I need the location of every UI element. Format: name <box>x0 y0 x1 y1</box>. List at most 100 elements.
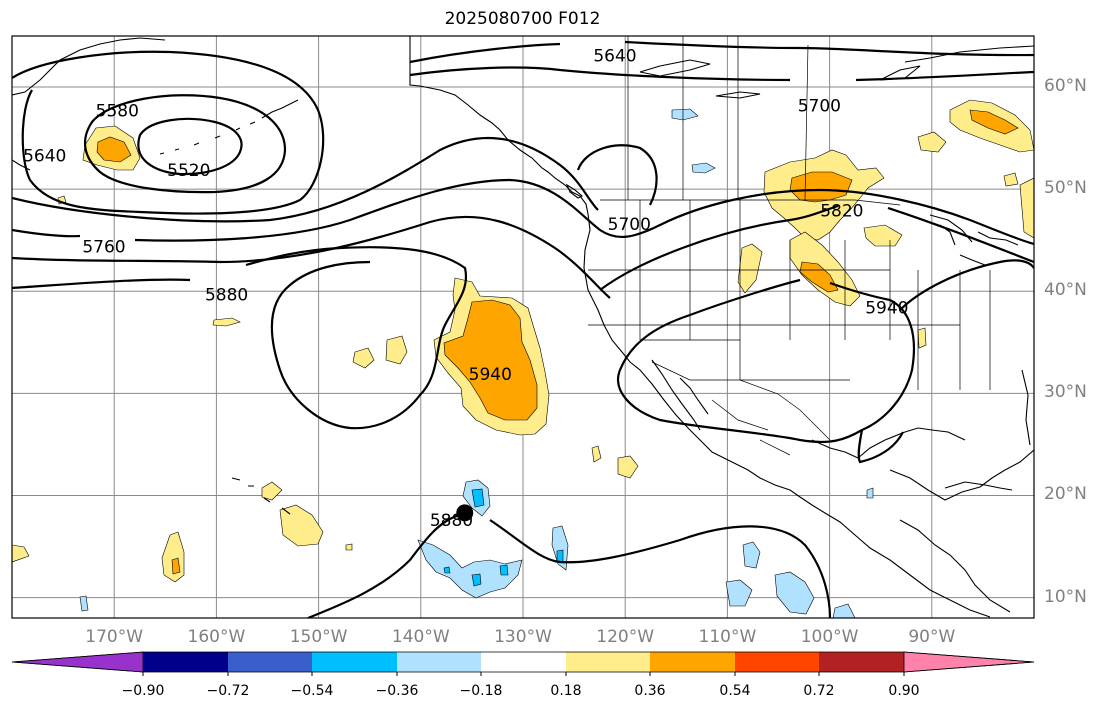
longitude-label: 160°W <box>187 627 246 647</box>
negative-anomaly-light <box>832 603 856 618</box>
coastline-vancouver <box>565 183 583 199</box>
longitude-label: 110°W <box>698 627 757 647</box>
longitude-label: 90°W <box>908 627 956 647</box>
negative-anomaly-blue <box>471 573 482 587</box>
contour-5640-north <box>409 40 1034 64</box>
colorbar-tick-label: 0.72 <box>803 683 835 699</box>
positive-anomaly-orange <box>96 136 132 163</box>
coastline-east <box>979 369 1034 488</box>
coastline-baja <box>651 359 709 431</box>
negative-anomaly-light <box>691 162 716 174</box>
coastline-cuba <box>944 481 1013 491</box>
coastline-hudson <box>904 45 1034 63</box>
positive-anomaly-light <box>917 131 947 153</box>
colorbar-segment <box>650 652 735 672</box>
positive-anomaly-light <box>617 455 639 479</box>
positive-anomaly-light <box>1019 177 1034 239</box>
negative-anomaly-blue <box>471 488 485 508</box>
coastline-aleutians <box>159 99 299 155</box>
contour-5520 <box>137 117 243 176</box>
positive-anomaly-light <box>385 335 408 365</box>
longitude-label: 130°W <box>494 627 552 647</box>
mexico-states <box>711 399 791 456</box>
longitude-label: 140°W <box>391 627 450 647</box>
gridlines <box>12 36 1034 618</box>
contour-5760 <box>12 178 1034 246</box>
positive-anomaly-light <box>591 445 602 463</box>
great-lakes <box>929 214 1019 266</box>
positive-anomaly-light <box>352 347 375 369</box>
contour-label: 5820 <box>820 202 863 222</box>
colorbar-segment <box>481 652 566 672</box>
map-title: 2025080700 F012 <box>444 9 601 29</box>
positive-anomaly-light <box>1003 172 1019 187</box>
contour-label: 5940 <box>469 365 512 385</box>
colorbar-tick-label: −0.90 <box>121 683 165 699</box>
negative-anomaly-blue <box>499 564 509 576</box>
longitude-label: 120°W <box>596 627 655 647</box>
negative-anomaly-light <box>79 595 89 612</box>
coastlines-and-borders <box>12 36 1034 618</box>
contour-label: 5760 <box>82 237 125 257</box>
colorbar-extend-low <box>11 651 144 673</box>
coastline-gulf <box>811 427 981 501</box>
negative-anomaly-light <box>774 571 815 615</box>
contour-label: 5940 <box>865 299 908 319</box>
negative-anomaly-light <box>551 525 569 571</box>
anomaly-shading <box>12 99 1034 618</box>
colorbar-tick-label: 0.90 <box>888 683 920 699</box>
us-states <box>588 200 991 390</box>
colorbar-tick-label: −0.18 <box>459 683 503 699</box>
black-dot-marker <box>456 504 474 522</box>
positive-anomaly-light <box>863 224 903 247</box>
colorbar-extend-high <box>903 651 1035 673</box>
coastline-us-west <box>583 213 991 618</box>
contour-label: 5580 <box>96 102 139 122</box>
positive-anomaly-light <box>261 481 283 501</box>
positive-anomaly-light <box>161 531 185 583</box>
contour-5940-east <box>617 278 916 444</box>
latitude-label: 30°N <box>1044 382 1087 403</box>
latitude-label: 50°N <box>1044 178 1087 199</box>
canada-provinces <box>682 36 809 201</box>
colorbar-tick-label: −0.36 <box>375 683 419 699</box>
coastline-hawaii <box>231 477 291 515</box>
map-frame <box>11 35 1035 619</box>
latitude-label: 60°N <box>1044 76 1087 97</box>
positive-anomaly-orange <box>171 557 181 575</box>
contour-5580 <box>83 94 287 194</box>
colorbar-segment <box>566 652 650 672</box>
colorbar-segment <box>143 652 228 672</box>
positive-anomaly-light <box>345 543 353 551</box>
political-borders <box>588 36 991 456</box>
contour-5940-coast <box>899 259 1034 311</box>
coastline-alaska <box>409 36 589 215</box>
latitude-label: 10°N <box>1044 586 1087 607</box>
colorbar-segment <box>735 652 819 672</box>
contour-5820 <box>12 204 1034 299</box>
contour-5880 <box>12 246 468 430</box>
negative-anomaly-light <box>742 541 761 569</box>
positive-anomaly-light <box>917 327 927 349</box>
positive-anomaly-orange <box>969 109 1019 135</box>
contour-label: 5640 <box>23 146 66 166</box>
contour-label: 5700 <box>798 96 841 116</box>
latitude-label: 40°N <box>1044 280 1087 301</box>
negative-anomaly-blue <box>443 566 451 574</box>
colorbar-segment <box>819 652 904 672</box>
positive-anomaly-orange <box>799 261 839 293</box>
positive-anomaly-light <box>737 243 763 294</box>
longitude-label: 170°W <box>85 627 144 647</box>
colorbar-tick-label: 0.18 <box>550 683 582 699</box>
latitude-label: 20°N <box>1044 484 1087 505</box>
negative-anomaly-blue <box>556 549 564 563</box>
colorbar-segment <box>312 652 397 672</box>
colorbar-tick-label: 0.54 <box>719 683 751 699</box>
contour-labels: 5640 5700 5580 5640 5520 5700 5820 5760 5880 5940… <box>23 46 908 531</box>
colorbar-tick-label: −0.54 <box>290 683 334 699</box>
positive-anomaly-light <box>279 504 324 547</box>
negative-anomaly-light <box>417 539 523 599</box>
longitude-label: 150°W <box>289 627 348 647</box>
negative-anomaly-light <box>866 487 874 499</box>
